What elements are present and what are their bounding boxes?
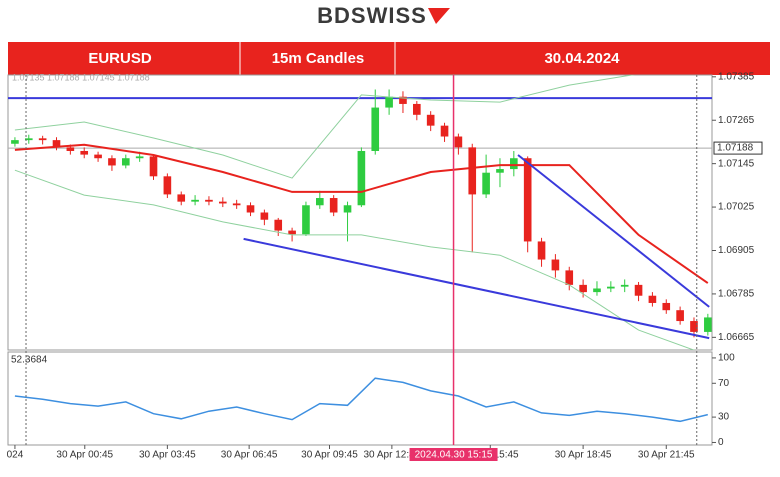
candle-body [662,302,671,311]
indicator-value: 52.3684 [11,355,48,366]
candle-body [316,198,324,206]
candle-body [413,103,421,115]
x-tick-label: 30 Apr 18:45 [555,450,612,461]
candle-body [579,284,587,293]
candle-body [440,125,449,137]
indicator-tick-label: 0 [718,437,724,448]
candle-body [676,310,684,322]
indicator-tick-label: 100 [718,353,735,364]
candle-body [593,288,601,293]
axes: 1.07385 1.07265 1.07145 1.07025 1.06905 1.067… [7,71,763,461]
candle-body [288,230,296,235]
x-tick-label: 30 Apr 21:45 [638,450,695,461]
y-tick-label: 1.06905 [718,245,755,256]
overlay-line [517,154,710,308]
x-tick-label: 30 Apr 03:45 [139,450,196,461]
overlay-line [14,169,696,350]
y-tick-label: 1.07025 [718,202,755,213]
candle-body [108,158,116,166]
y-tick-label: 1.07385 [718,71,755,82]
candle-body [232,203,241,206]
candle-body [66,147,75,151]
candle-body [426,114,435,126]
indicator-tick-label: 70 [718,378,730,389]
candle-body [149,156,158,177]
y-tick-label: 1.07145 [718,158,755,169]
candle-body [80,150,89,155]
candle-body [620,284,629,287]
candle-body [690,321,698,332]
last-price-label: 1.07188 [717,143,754,154]
candle-body [329,198,338,213]
candle-body [496,169,504,173]
price-panel-frame [7,74,713,351]
candle-body [607,286,615,289]
header-date: 30.04.2024 [544,50,620,67]
header-bar [8,42,770,75]
candle-body [634,284,643,296]
candle-body [163,176,172,195]
candle-body [482,172,490,195]
candle-body [454,136,463,148]
last-price-box [713,141,763,155]
candle-body [357,150,366,206]
candle-body [177,194,186,202]
y-tick-label: 1.06785 [718,289,755,300]
candle-body [551,259,560,271]
indicator-line [14,377,708,423]
candle-body [565,270,574,285]
header-timeframe: 15m Candles [272,50,365,67]
y-tick-label: 1.06665 [718,332,755,343]
candle-body [11,140,19,144]
candle-body [385,96,393,108]
cursor-box [409,448,498,461]
x-tick-label: 30 Apr 09:45 [301,450,358,461]
candle-body [468,147,477,195]
candle-body [52,140,61,148]
overlay-line [14,75,635,179]
candle-body [302,205,310,235]
logo-mark [428,8,450,24]
candle-body [704,317,712,332]
candle-body [343,205,352,213]
indicator-tick-label: 30 [718,412,730,423]
cursor-label: 2024.04.30 15:15 [415,450,493,461]
y-tick-label: 1.07265 [718,115,755,126]
candle-body [135,156,144,159]
x-tick-label: 024 [7,450,24,461]
candle-body [274,219,283,231]
candle-body [648,295,657,303]
candle-body [260,212,269,220]
indicator-plot [14,377,708,423]
candle-body [94,154,102,159]
candle-body [24,138,33,141]
header-symbol: EURUSD [88,50,152,67]
candle-body [510,158,518,170]
candle-body [246,205,255,213]
candle-body [38,138,47,141]
x-tick-label: 30 Apr 06:45 [221,450,278,461]
candle-body [399,96,407,104]
info-text: 1.07135 1.07188 1.07145 1.07188 [12,72,150,82]
candle-body [121,158,130,166]
candle-body [218,201,227,204]
candle-body [205,199,213,202]
candle-body [371,107,380,151]
candle-body [523,158,532,242]
candle-body [191,199,199,202]
logo: BDSWISS [317,3,427,28]
candle-body [537,241,546,260]
overlay-line [243,237,710,340]
overlay-line [14,143,709,284]
price-plot [8,75,712,350]
x-tick-label: 30 Apr 00:45 [56,450,113,461]
x-tick-label: 30 Apr 12:45 [364,450,421,461]
indicator-panel-frame [7,351,713,446]
